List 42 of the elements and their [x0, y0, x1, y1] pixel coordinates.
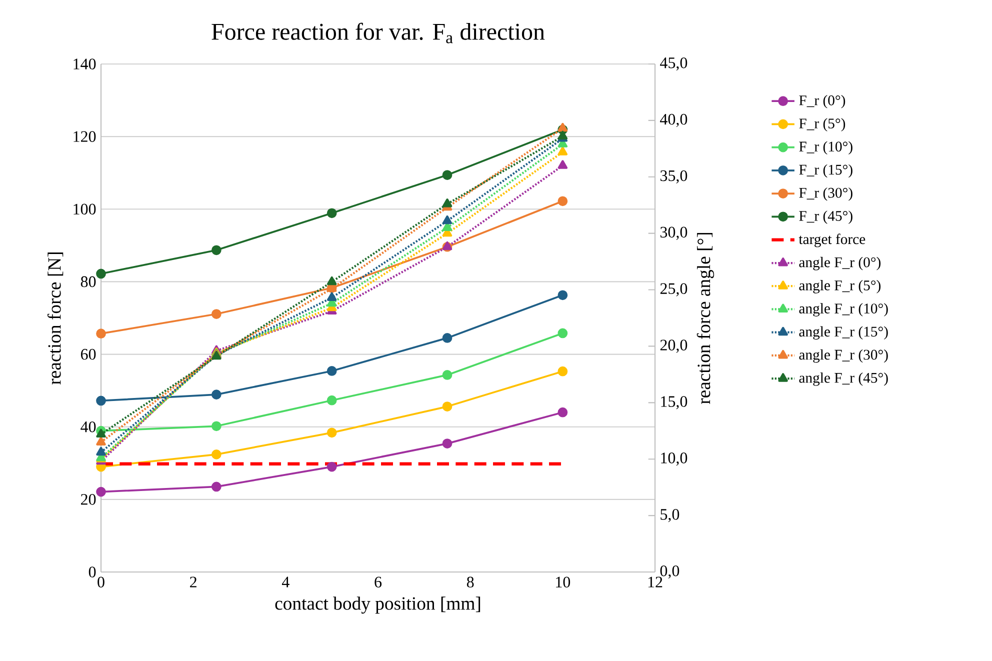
y2-tick-label: 15,0: [661, 396, 688, 410]
y-axis-title: reaction force [N]: [47, 252, 64, 384]
y2-tick-label: 0,0: [660, 565, 680, 579]
y-tick-label: 60: [80, 348, 96, 360]
x-axis-title: contact body position [mm]: [275, 596, 480, 614]
x-tick-label: 12: [648, 576, 662, 588]
y2-tick-label: 25,0: [660, 283, 688, 296]
legend-label: angle F_r (45°): [799, 372, 888, 386]
legend-label: F_r (5°): [799, 118, 846, 132]
legend-label: F_r (15°): [799, 164, 852, 178]
legend-label: angle F_r (15°): [799, 326, 888, 340]
y-tick-label: 20: [81, 494, 96, 505]
x-tick-label: 2: [190, 576, 196, 588]
legend-label: angle F_r (5°): [799, 280, 881, 294]
y2-axis-title: reaction force angle [°]: [696, 232, 714, 404]
y-tick-label: 80: [80, 276, 96, 288]
y-tick-label: 0: [88, 566, 96, 578]
y2-tick-label: 10,0: [661, 452, 688, 466]
y2-tick-label: 40,0: [660, 114, 688, 127]
legend-label: target force: [798, 234, 866, 248]
chart-title: Force reaction for var. F$_{a}$ direction: [212, 22, 545, 44]
x-tick-label: 8: [466, 576, 474, 588]
y-tick-label: 40: [80, 421, 96, 432]
x-tick-label: 0: [98, 576, 104, 588]
y2-tick-label: 45,0: [660, 57, 688, 71]
legend-label: F_r (30°): [799, 187, 852, 201]
legend-label: F_r (0°): [799, 95, 846, 108]
y2-tick-label: 35,0: [660, 170, 688, 184]
legend-label: F_r (10°): [799, 141, 852, 155]
legend-label: angle F_r (30°): [799, 349, 888, 363]
y2-tick-label: 5,0: [660, 509, 680, 522]
y-tick-label: 100: [74, 204, 96, 215]
x-tick-label: 4: [282, 576, 290, 588]
y-tick-label: 140: [74, 58, 96, 70]
x-tick-label: 10: [556, 576, 570, 588]
y2-tick-label: 30,0: [660, 226, 688, 240]
y2-tick-label: 20,0: [660, 340, 688, 353]
legend-label: angle F_r (10°): [799, 303, 888, 316]
x-tick-label: 6: [374, 576, 382, 588]
legend-label: angle F_r (0°): [799, 256, 881, 270]
y-tick-label: 120: [74, 131, 96, 142]
legend-label: F_r (45°): [799, 210, 852, 224]
